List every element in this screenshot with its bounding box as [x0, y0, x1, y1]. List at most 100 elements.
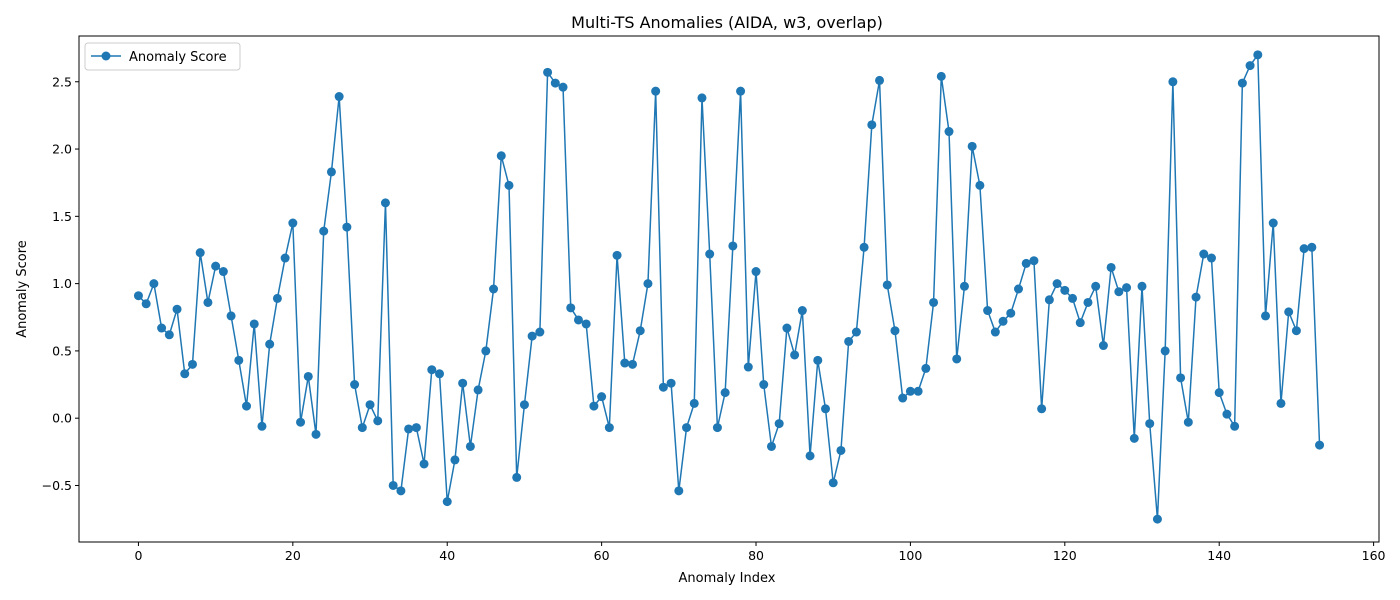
- x-tick-label: 120: [1053, 548, 1077, 563]
- data-point: [1284, 307, 1294, 317]
- data-point: [828, 478, 838, 488]
- data-point: [1122, 283, 1132, 293]
- data-point: [921, 363, 931, 373]
- data-point: [813, 355, 823, 365]
- data-point: [728, 241, 738, 251]
- data-point: [257, 421, 267, 431]
- data-point: [759, 380, 769, 390]
- data-point: [905, 386, 915, 396]
- data-point: [1261, 311, 1271, 321]
- data-point: [272, 293, 282, 303]
- data-point: [226, 311, 236, 321]
- data-point: [458, 378, 468, 388]
- data-point: [388, 480, 398, 490]
- data-point: [311, 429, 321, 439]
- data-point: [867, 120, 877, 130]
- y-tick-label: −0.5: [42, 478, 72, 493]
- data-point: [990, 327, 1000, 337]
- data-point: [288, 218, 298, 228]
- data-point: [952, 354, 962, 364]
- data-point: [465, 441, 475, 451]
- data-point: [1245, 61, 1255, 71]
- data-point: [751, 267, 761, 277]
- x-tick-label: 160: [1362, 548, 1386, 563]
- legend-frame: [84, 42, 241, 71]
- data-point: [774, 419, 784, 429]
- data-point: [875, 75, 885, 85]
- data-point: [720, 388, 730, 398]
- data-point: [1276, 398, 1286, 408]
- data-point: [535, 327, 545, 337]
- data-point: [527, 331, 537, 341]
- data-point: [790, 350, 800, 360]
- data-point: [628, 359, 637, 369]
- data-point: [396, 486, 406, 496]
- data-point: [682, 423, 692, 433]
- x-tick-label: 20: [285, 548, 301, 563]
- data-point: [373, 416, 383, 426]
- data-point: [689, 398, 699, 408]
- data-point: [944, 127, 954, 137]
- data-point: [967, 141, 977, 151]
- data-point: [697, 93, 707, 103]
- x-axis: 0 20 40 60 80 100 120 140 160: [134, 542, 1386, 563]
- data-point: [296, 417, 306, 427]
- data-point: [1044, 295, 1054, 305]
- data-point: [589, 401, 599, 411]
- data-point: [419, 459, 429, 469]
- data-point: [890, 326, 900, 336]
- data-point: [365, 400, 375, 410]
- data-point: [489, 284, 499, 294]
- x-tick-label: 60: [594, 548, 610, 563]
- data-point: [612, 250, 622, 260]
- data-point: [211, 261, 221, 271]
- data-point: [558, 82, 568, 92]
- y-tick-label: 0.5: [52, 343, 72, 358]
- data-point: [435, 369, 445, 379]
- legend-marker-icon: [101, 51, 111, 61]
- data-point: [543, 67, 553, 77]
- data-point: [203, 297, 213, 307]
- data-point: [481, 346, 491, 356]
- data-point: [427, 365, 437, 375]
- data-point: [504, 180, 514, 190]
- data-point: [473, 385, 483, 395]
- data-point: [512, 472, 522, 482]
- data-point: [303, 371, 313, 381]
- data-point: [859, 242, 869, 252]
- data-point: [998, 316, 1008, 326]
- data-point: [180, 369, 190, 379]
- y-tick-label: 0.0: [52, 411, 72, 426]
- data-point: [519, 400, 529, 410]
- data-point: [1013, 284, 1023, 294]
- data-point: [913, 386, 923, 396]
- data-point: [674, 486, 684, 496]
- data-point: [797, 306, 807, 316]
- data-point: [1291, 326, 1301, 336]
- data-point: [1307, 242, 1317, 252]
- data-point: [1029, 256, 1039, 266]
- data-point: [141, 299, 151, 309]
- x-tick-label: 80: [748, 548, 764, 563]
- data-point: [766, 441, 776, 451]
- data-point: [929, 297, 939, 307]
- chart-title: Multi-TS Anomalies (AIDA, w3, overlap): [571, 13, 883, 32]
- data-point: [442, 497, 452, 507]
- data-point: [319, 226, 329, 236]
- data-point: [651, 86, 661, 96]
- data-point: [736, 86, 746, 96]
- data-point: [936, 71, 946, 81]
- data-point: [133, 291, 143, 301]
- data-point: [566, 303, 576, 313]
- data-point: [380, 198, 390, 208]
- x-tick-label: 140: [1207, 548, 1231, 563]
- legend-label: Anomaly Score: [129, 50, 227, 65]
- data-point: [1091, 281, 1101, 291]
- data-point: [1206, 253, 1216, 263]
- data-point: [1006, 308, 1016, 318]
- data-point: [357, 423, 367, 433]
- data-point: [1098, 341, 1108, 351]
- data-point: [1160, 346, 1170, 356]
- y-tick-label: 2.5: [52, 74, 72, 89]
